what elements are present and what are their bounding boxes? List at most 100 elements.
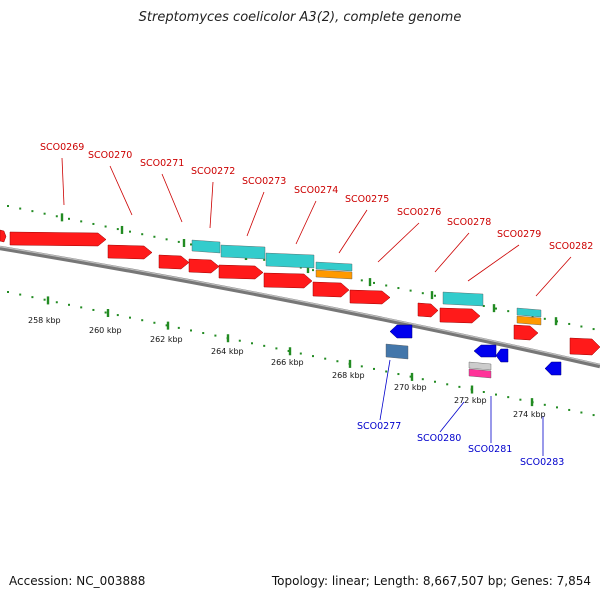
gene-feature-SCO0279[interactable] bbox=[442, 291, 484, 307]
track-dot bbox=[592, 328, 595, 331]
orange-feature-SCO0282[interactable] bbox=[516, 315, 542, 326]
track-dot bbox=[177, 326, 180, 329]
track-dot bbox=[385, 370, 388, 373]
gene-feature-SCO0282[interactable] bbox=[516, 307, 542, 318]
gene-label-SCO0276[interactable]: SCO0276 bbox=[397, 207, 441, 218]
track-dot bbox=[409, 289, 412, 292]
gene-feature-SCO0272[interactable] bbox=[191, 239, 221, 254]
leader-SCO0274 bbox=[295, 200, 317, 245]
major-tick bbox=[492, 304, 496, 313]
track-dot bbox=[287, 349, 290, 352]
track-dot bbox=[177, 240, 180, 243]
track-dot bbox=[373, 281, 375, 284]
cds-arrow-SCO0282[interactable] bbox=[513, 324, 539, 341]
cds-arrow-SCO0272[interactable] bbox=[188, 258, 220, 274]
scale-label: 270 kbp bbox=[394, 383, 427, 392]
leader-SCO0277 bbox=[379, 359, 391, 421]
map-title: Streptomyces coelicolor A3(2), complete … bbox=[138, 10, 462, 25]
gene-label-SCO0283[interactable]: SCO0283 bbox=[520, 457, 564, 468]
gene-label-SCO0277[interactable]: SCO0277 bbox=[357, 421, 401, 432]
steel-feature-SCO0277[interactable] bbox=[385, 343, 409, 360]
gene-label-SCO0280[interactable]: SCO0280 bbox=[417, 433, 461, 444]
cds-arrow-SCO0281[interactable] bbox=[495, 348, 509, 363]
track-dot bbox=[31, 210, 34, 213]
cds-arrow-SCO0273[interactable] bbox=[218, 264, 264, 280]
leader-SCO0275 bbox=[338, 209, 368, 254]
track-dot bbox=[55, 215, 58, 218]
leader-SCO0270 bbox=[109, 165, 133, 216]
track-dot bbox=[238, 339, 241, 342]
scale-labels: 258 kbp 260 kbp 262 kbp 264 kbp 266 kbp 268 k… bbox=[28, 316, 546, 419]
gene-label-SCO0275[interactable]: SCO0275 bbox=[345, 194, 389, 205]
cds-arrow-SCO0274[interactable] bbox=[263, 272, 313, 289]
track-dot bbox=[519, 398, 522, 401]
cds-arrow-SCO0279[interactable] bbox=[439, 307, 481, 324]
track-dot bbox=[19, 293, 22, 296]
genome-backbone-highlight bbox=[0, 246, 600, 366]
track-dot bbox=[165, 238, 168, 241]
track-dot bbox=[7, 291, 9, 293]
track-dot bbox=[104, 225, 107, 228]
gene-label-SCO0273[interactable]: SCO0273 bbox=[242, 176, 286, 187]
major-tick bbox=[288, 347, 292, 356]
leader-SCO0272 bbox=[209, 181, 214, 229]
gene-label-SCO0281[interactable]: SCO0281 bbox=[468, 444, 512, 455]
gene-feature-SCO0275[interactable] bbox=[315, 261, 353, 272]
gene-label-SCO0269[interactable]: SCO0269 bbox=[40, 142, 84, 153]
gene-feature-SCO0273[interactable] bbox=[220, 244, 266, 260]
track-dot bbox=[543, 317, 546, 320]
track-dot bbox=[495, 393, 497, 396]
gene-label-SCO0274[interactable]: SCO0274 bbox=[294, 185, 338, 196]
track-dot bbox=[165, 324, 168, 327]
cds-arrow-SCO0276[interactable] bbox=[349, 289, 391, 305]
scale-label: 272 kbp bbox=[454, 396, 487, 405]
track-dot bbox=[202, 332, 205, 335]
track-dot bbox=[592, 414, 595, 417]
cds-arrow-SCO0283[interactable] bbox=[544, 361, 562, 376]
track-dot bbox=[116, 228, 119, 231]
track-dot bbox=[153, 321, 156, 324]
major-tick bbox=[530, 398, 534, 407]
grey-feature-SCO0280[interactable] bbox=[468, 361, 492, 371]
scale-label: 264 kbp bbox=[211, 347, 244, 356]
track-dot bbox=[116, 314, 119, 317]
major-tick bbox=[348, 359, 352, 368]
gene-label-SCO0272[interactable]: SCO0272 bbox=[191, 166, 235, 177]
gene-labels: SCO0269 SCO0270 SCO0271 SCO0272 SCO0273 SCO02… bbox=[40, 142, 593, 468]
track-dot bbox=[129, 316, 131, 319]
gene-label-SCO0282[interactable]: SCO0282 bbox=[549, 241, 593, 252]
gene-label-SCO0278[interactable]: SCO0278 bbox=[447, 217, 491, 228]
gene-label-SCO0271[interactable]: SCO0271 bbox=[140, 158, 184, 169]
gene-feature-SCO0274[interactable] bbox=[265, 252, 315, 269]
cds-arrow-SCO0280[interactable] bbox=[473, 344, 497, 358]
track-dot bbox=[397, 373, 400, 376]
scale-label: 274 kbp bbox=[513, 410, 546, 419]
cds-arrow-SCO0271[interactable] bbox=[158, 254, 190, 270]
track-dot bbox=[360, 279, 363, 282]
track-dot bbox=[68, 303, 70, 306]
pink-feature-SCO0280[interactable] bbox=[468, 368, 492, 379]
leader-SCO0278 bbox=[434, 232, 470, 273]
gene-label-SCO0279[interactable]: SCO0279 bbox=[497, 229, 541, 240]
cds-arrow-SCO0275[interactable] bbox=[312, 281, 350, 298]
cds-arrow-SCO0269-partial[interactable] bbox=[0, 229, 7, 243]
track-dot bbox=[568, 322, 571, 325]
track-dot bbox=[263, 258, 266, 261]
track-dot bbox=[129, 230, 131, 233]
cds-arrow-SCO0284[interactable] bbox=[569, 337, 600, 356]
track-dot bbox=[543, 403, 546, 406]
cds-arrow-SCO0278[interactable] bbox=[417, 302, 439, 318]
gene-label-SCO0270[interactable]: SCO0270 bbox=[88, 150, 132, 161]
cds-arrow-SCO0277[interactable] bbox=[389, 324, 413, 339]
track-dot bbox=[263, 344, 266, 347]
major-tick bbox=[410, 372, 414, 381]
cds-arrow-SCO0269[interactable] bbox=[9, 231, 107, 247]
major-tick bbox=[182, 238, 186, 247]
orange-feature-SCO0275[interactable] bbox=[315, 269, 353, 280]
track-dot bbox=[580, 411, 583, 414]
feature-track bbox=[0, 229, 600, 379]
major-tick bbox=[166, 321, 170, 330]
cds-arrow-SCO0270[interactable] bbox=[107, 244, 153, 260]
scale-label: 268 kbp bbox=[332, 371, 365, 380]
